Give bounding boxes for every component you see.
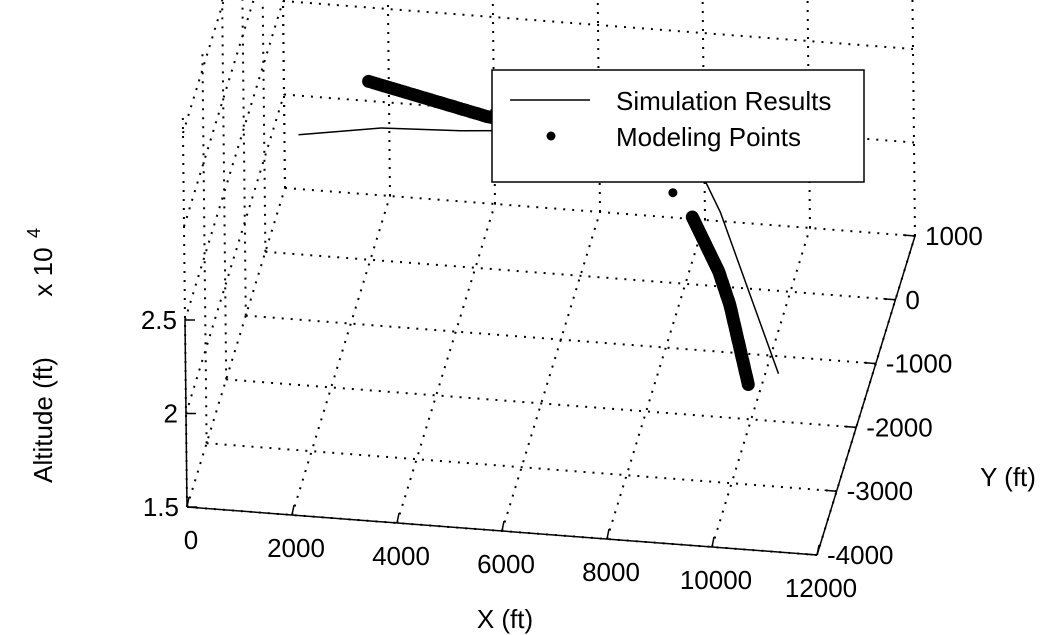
y-axis-line — [816, 235, 916, 556]
grid-line-back-x — [911, 0, 916, 237]
grid-line-floor-y — [206, 442, 837, 493]
grid-line-back-z — [282, 0, 914, 50]
y-tick-label: 1000 — [925, 221, 983, 251]
x-tick — [291, 504, 295, 516]
x-tick — [186, 496, 190, 508]
grid-line-floor-x — [186, 187, 286, 508]
grid-line-floor-y — [245, 314, 876, 365]
z-multiplier-text: x 10 — [28, 247, 58, 296]
x-tick — [396, 512, 400, 524]
x-tick — [606, 528, 610, 540]
x-tick — [501, 520, 505, 532]
z-multiplier-exponent: 4 — [24, 228, 44, 238]
grid-line-side-z — [183, 0, 255, 227]
x-tick — [816, 544, 820, 556]
z-tick-label: 1.5 — [143, 492, 179, 522]
axes: 0 2000 4000 6000 8000 10000 1200010000-1000-20… — [141, 221, 983, 603]
y-tick — [863, 361, 876, 365]
grid-line-floor-y — [265, 250, 896, 301]
x-tick-label: 12000 — [785, 573, 857, 603]
y-tick-label: 0 — [905, 285, 919, 315]
grid-line-floor-y — [226, 378, 857, 429]
legend-box — [491, 69, 865, 183]
y-tick — [902, 234, 916, 237]
grid-line-floor-x — [711, 227, 811, 548]
x-tick-label: 4000 — [372, 541, 430, 571]
x-axis-label: X (ft) — [477, 604, 533, 634]
z-tick-label: 2.5 — [141, 305, 177, 335]
grid-line-side-y — [201, 50, 208, 444]
grid-line-side-z — [182, 0, 225, 134]
z-tick-label: 2 — [164, 399, 178, 429]
grid-line-side-z — [184, 0, 284, 321]
x-tick-label: 2000 — [267, 533, 325, 563]
y-tick — [844, 425, 857, 429]
x-tick-label: 10000 — [680, 565, 752, 595]
grid-line-side-z — [185, 94, 285, 414]
modeling-point — [668, 188, 678, 198]
grid-line-back-x — [386, 0, 391, 197]
y-tick-label: -3000 — [847, 476, 914, 506]
y-tick — [824, 489, 837, 492]
y-tick-label: -2000 — [866, 412, 933, 442]
grid-line-floor-x — [606, 219, 706, 540]
y-tick-label: -1000 — [886, 349, 953, 379]
y-axis-label: Y (ft) — [980, 462, 1036, 492]
legend-label-simulation: Simulation Results — [616, 86, 831, 116]
legend-label-modeling: Modeling Points — [616, 122, 801, 152]
grid-line-side-y — [241, 0, 247, 316]
grid-line-floor-x — [501, 211, 601, 532]
x-tick-label: 0 — [184, 525, 198, 555]
grid-line-side-y — [261, 0, 267, 252]
y-tick-label: -4000 — [827, 540, 894, 570]
x-tick-label: 8000 — [582, 557, 640, 587]
legend: Simulation Results Modeling Points — [491, 69, 865, 183]
z-axis-label: Altitude (ft) — [28, 357, 58, 483]
z-axis-multiplier: x 10 4 — [24, 228, 58, 297]
y-tick — [883, 298, 896, 301]
modeling-point — [741, 378, 755, 391]
legend-dot-marker — [546, 131, 556, 141]
grid-line-floor-x — [396, 203, 496, 524]
y-tick — [804, 553, 818, 556]
x-tick — [711, 536, 715, 548]
x-tick-label: 6000 — [477, 549, 535, 579]
grid-line-floor-x — [291, 195, 391, 516]
